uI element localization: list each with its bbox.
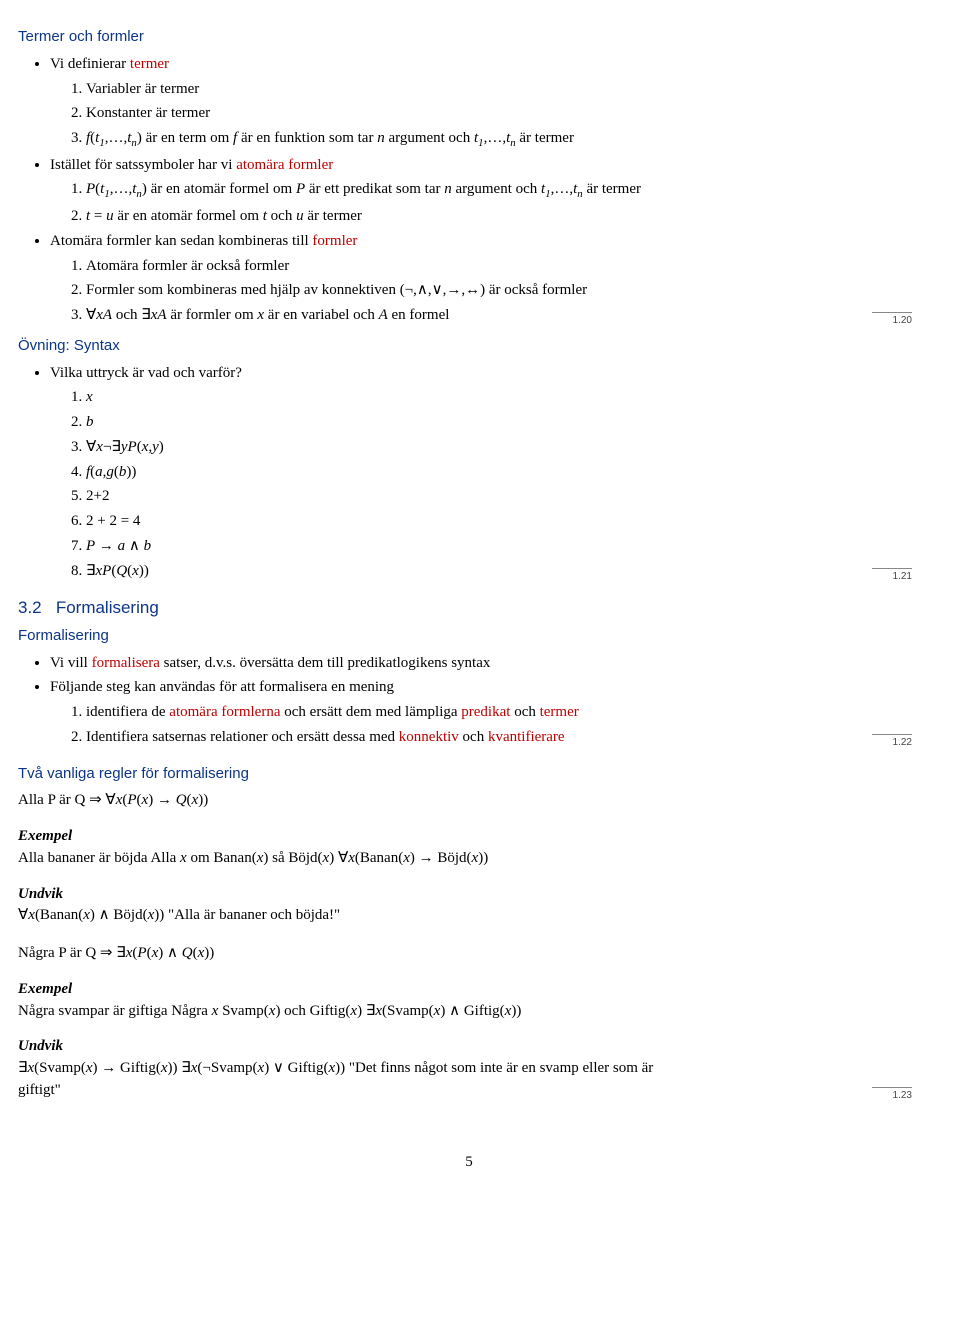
section-title: Formalisering [56, 598, 159, 617]
section-heading: Övning: Syntax [18, 335, 920, 357]
text: Istället för satssymboler har vi [50, 157, 236, 173]
list-item: ∀xA och ∃xA är formler om x är en variab… [86, 305, 920, 327]
list-item: Identifiera satsernas relationer och ers… [86, 727, 920, 749]
bullet-list: Vi definierar termer Variabler är termer… [18, 54, 920, 327]
avoid-label: Undvik [18, 886, 63, 902]
list-item: Konstanter är termer [86, 103, 920, 125]
list-item: P(t1,…,tn) är en atomär formel om P är e… [86, 179, 920, 203]
bullet-list: Vi vill formalisera satser, d.v.s. övers… [18, 653, 920, 749]
list-item: f(t1,…,tn) är en term om f är en funktio… [86, 128, 920, 152]
section-heading: Två vanliga regler för formalisering [18, 763, 920, 785]
example-block: Exempel Alla bananer är böjda Alla x om … [18, 826, 920, 870]
text: satser, d.v.s. översätta dem till predik… [160, 655, 490, 671]
list-item: Följande steg kan användas för att forma… [50, 677, 920, 748]
page-number: 5 [18, 1152, 920, 1174]
margin-note: 1.22 [872, 734, 912, 751]
enum-list: Variabler är termer Konstanter är termer… [50, 79, 920, 152]
list-item: ∃xP(Q(x)) [86, 561, 920, 583]
list-item: Formler som kombineras med hjälp av konn… [86, 280, 920, 302]
text: Atomära formler kan sedan kombineras til… [50, 233, 312, 249]
list-item: Variabler är termer [86, 79, 920, 101]
text: Vilka uttryck är vad och varför? [50, 365, 242, 381]
enum-list: P(t1,…,tn) är en atomär formel om P är e… [50, 179, 920, 227]
section-heading: Formalisering [18, 625, 920, 647]
section-heading: Termer och formler [18, 26, 920, 48]
list-item: P → a ∧ b [86, 536, 920, 558]
list-item: Atomära formler är också formler [86, 256, 920, 278]
text: Vi definierar [50, 56, 130, 72]
list-item: Atomära formler kan sedan kombineras til… [50, 231, 920, 327]
list-item: ∀x¬∃yP(x,y) [86, 437, 920, 459]
example-label: Exempel [18, 828, 72, 844]
list-item: f(a,g(b)) [86, 462, 920, 484]
list-item: identifiera de atomära formlerna och ers… [86, 702, 920, 724]
text: Följande steg kan användas för att forma… [50, 679, 394, 695]
enum-list: Atomära formler är också formler Formler… [50, 256, 920, 327]
avoid-label: Undvik [18, 1038, 63, 1054]
avoid-block: Undvik ∃x(Svamp(x) → Giftig(x)) ∃x(¬Svam… [18, 1036, 920, 1101]
enum-list: identifiera de atomära formlerna och ers… [50, 702, 920, 749]
margin-note: 1.21 [872, 568, 912, 585]
list-item: x [86, 387, 920, 409]
list-item: Istället för satssymboler har vi atomära… [50, 155, 920, 228]
section-number: 3.2 [18, 598, 42, 617]
margin-note: 1.20 [872, 312, 912, 329]
margin-note: 1.23 [872, 1087, 912, 1104]
example-block: Exempel Några svampar är giftiga Några x… [18, 979, 920, 1023]
rule-text: Några P är Q ⇒ ∃x(P(x) ∧ Q(x)) [18, 943, 920, 965]
term: atomära formler [236, 157, 333, 173]
subsection-heading: 3.2 Formalisering [18, 596, 920, 621]
list-item: b [86, 412, 920, 434]
term: formalisera [92, 655, 160, 671]
list-item: Vi definierar termer Variabler är termer… [50, 54, 920, 152]
list-item: t = u är en atomär formel om t och u är … [86, 206, 920, 228]
rule-text: Alla P är Q ⇒ ∀x(P(x) → Q(x)) [18, 790, 920, 812]
text: Vi vill [50, 655, 92, 671]
list-item: 2+2 [86, 486, 920, 508]
bullet-list: Vilka uttryck är vad och varför? x b ∀x¬… [18, 363, 920, 583]
list-item: Vilka uttryck är vad och varför? x b ∀x¬… [50, 363, 920, 583]
avoid-block: Undvik ∀x(Banan(x) ∧ Böjd(x)) "Alla är b… [18, 884, 920, 928]
term: termer [130, 56, 169, 72]
list-item: Vi vill formalisera satser, d.v.s. övers… [50, 653, 920, 675]
term: formler [312, 233, 357, 249]
list-item: 2 + 2 = 4 [86, 511, 920, 533]
enum-list: x b ∀x¬∃yP(x,y) f(a,g(b)) 2+2 2 + 2 = 4 … [50, 387, 920, 582]
example-label: Exempel [18, 981, 72, 997]
